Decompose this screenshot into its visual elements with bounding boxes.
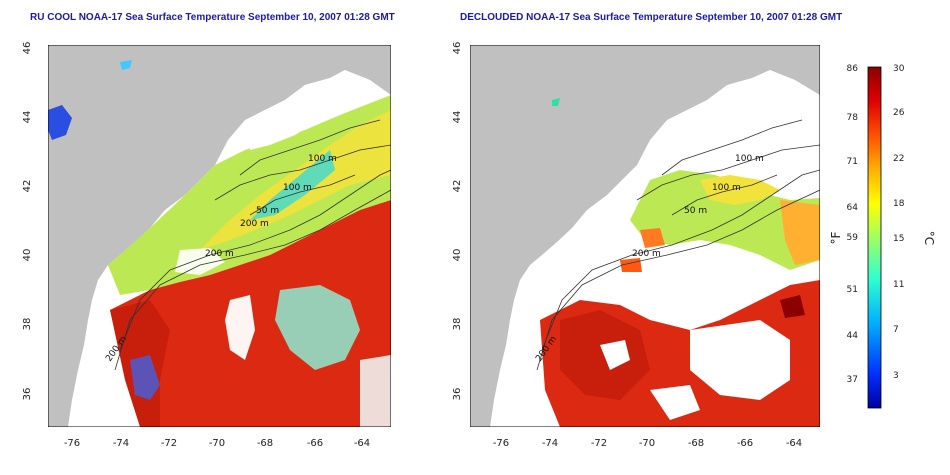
right-x-axis: -76 -74 -72 -70 -68 -66 -64 bbox=[493, 438, 802, 449]
land-left bbox=[48, 45, 391, 427]
f-tick-label: 71 bbox=[847, 157, 858, 167]
left-y-axis: 46 44 42 40 38 36 bbox=[22, 42, 33, 401]
x-tick-label: -64 bbox=[354, 438, 370, 449]
x-tick-label: -76 bbox=[493, 438, 509, 449]
y-tick-label: 46 bbox=[22, 42, 33, 55]
x-tick-label: -68 bbox=[257, 438, 273, 449]
contour-label: 100 m bbox=[735, 154, 764, 164]
y-tick-label: 44 bbox=[452, 111, 463, 124]
contour-label: 200 m bbox=[240, 219, 269, 229]
x-tick-label: -66 bbox=[307, 438, 323, 449]
y-tick-label: 40 bbox=[22, 249, 33, 262]
c-tick-label: 26 bbox=[893, 108, 905, 118]
f-tick-label: 86 bbox=[847, 64, 859, 74]
c-tick-label: 22 bbox=[893, 154, 904, 164]
contour-label: 200 m bbox=[205, 249, 234, 259]
c-tick-label: 15 bbox=[893, 234, 904, 244]
c-tick-label: 7 bbox=[893, 325, 899, 335]
x-tick-label: -72 bbox=[591, 438, 607, 449]
x-tick-label: -74 bbox=[542, 438, 558, 449]
y-tick-label: 38 bbox=[452, 318, 463, 331]
celsius-unit: °C bbox=[922, 231, 936, 245]
contour-label: 100 m bbox=[712, 183, 741, 193]
c-tick-label: 3 bbox=[893, 371, 899, 381]
right-y-axis: 46 44 42 40 38 36 bbox=[452, 42, 463, 401]
x-tick-label: -66 bbox=[737, 438, 753, 449]
y-tick-label: 38 bbox=[22, 318, 33, 331]
land-right bbox=[470, 45, 820, 427]
contour-label: 200 m bbox=[632, 249, 661, 259]
y-tick-label: 46 bbox=[452, 42, 463, 55]
c-tick-label: 11 bbox=[893, 280, 904, 290]
f-tick-label: 37 bbox=[847, 375, 858, 385]
c-tick-label: 18 bbox=[893, 199, 905, 209]
y-tick-label: 36 bbox=[22, 388, 33, 401]
y-tick-label: 40 bbox=[452, 249, 463, 262]
x-tick-label: -70 bbox=[209, 438, 225, 449]
x-tick-label: -74 bbox=[113, 438, 129, 449]
left-map bbox=[48, 45, 391, 427]
y-tick-label: 42 bbox=[22, 180, 33, 193]
f-tick-label: 59 bbox=[847, 233, 859, 243]
colorbar: 86 78 71 64 59 51 44 37 30 26 22 18 15 1… bbox=[829, 64, 936, 409]
f-tick-label: 78 bbox=[847, 113, 859, 123]
y-tick-label: 44 bbox=[22, 111, 33, 124]
contour-label: 50 m bbox=[684, 206, 707, 216]
x-tick-label: -64 bbox=[786, 438, 802, 449]
x-tick-label: -70 bbox=[639, 438, 655, 449]
contour-label: 100 m bbox=[283, 183, 312, 193]
left-x-axis: -76 -74 -72 -70 -68 -66 -64 bbox=[64, 438, 370, 449]
x-tick-label: -76 bbox=[64, 438, 80, 449]
x-tick-label: -72 bbox=[161, 438, 177, 449]
f-tick-label: 51 bbox=[847, 285, 858, 295]
colorbar-gradient bbox=[867, 66, 882, 409]
y-tick-label: 42 bbox=[452, 180, 463, 193]
right-map bbox=[470, 45, 820, 427]
c-tick-label: 30 bbox=[893, 64, 905, 74]
contour-label: 50 m bbox=[256, 206, 279, 216]
fahrenheit-unit: °F bbox=[829, 231, 843, 244]
left-panel-title: RU COOL NOAA-17 Sea Surface Temperature … bbox=[30, 12, 395, 23]
f-tick-label: 44 bbox=[847, 331, 859, 341]
f-tick-label: 64 bbox=[847, 203, 859, 213]
y-tick-label: 36 bbox=[452, 388, 463, 401]
x-tick-label: -68 bbox=[688, 438, 704, 449]
right-panel-title: DECLOUDED NOAA-17 Sea Surface Temperatur… bbox=[460, 12, 843, 23]
contour-label: 100 m bbox=[308, 154, 337, 164]
